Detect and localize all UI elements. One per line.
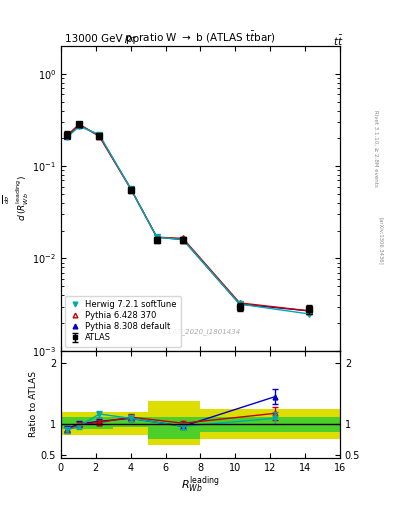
X-axis label: $R_{Wb}^{\rm leading}$: $R_{Wb}^{\rm leading}$ [181,475,220,495]
Text: 13000 GeV pp: 13000 GeV pp [65,34,139,45]
Line: Pythia 6.428 370: Pythia 6.428 370 [64,121,312,314]
Herwig 7.2.1 softTune [128,186,133,192]
Line: Pythia 8.308 default: Pythia 8.308 default [64,122,312,314]
Legend: Herwig 7.2.1 softTune, Pythia 6.428 370, Pythia 8.308 default, ATLAS: Herwig 7.2.1 softTune, Pythia 6.428 370,… [65,296,181,347]
Pythia 8.308 default [307,308,312,314]
Pythia 8.308 default [181,237,185,243]
Herwig 7.2.1 softTune [65,134,70,140]
Pythia 6.428 370 [237,300,242,306]
Pythia 6.428 370 [181,236,185,242]
Herwig 7.2.1 softTune [154,234,159,240]
Pythia 8.308 default [237,301,242,307]
Herwig 7.2.1 softTune [77,123,82,130]
Pythia 8.308 default [97,133,102,139]
Pythia 8.308 default [77,122,82,128]
Text: $t\bar{t}$: $t\bar{t}$ [333,34,344,49]
Herwig 7.2.1 softTune [237,301,242,307]
Herwig 7.2.1 softTune [307,311,312,317]
Pythia 6.428 370 [128,186,133,192]
Pythia 6.428 370 [154,234,159,240]
Pythia 8.308 default [154,234,159,240]
Text: [arXiv:1306.3436]: [arXiv:1306.3436] [378,217,383,265]
Pythia 8.308 default [128,186,133,192]
Text: ATLAS_2020_I1801434: ATLAS_2020_I1801434 [160,329,241,335]
Herwig 7.2.1 softTune [97,132,102,138]
Y-axis label: Ratio to ATLAS: Ratio to ATLAS [29,372,38,437]
Y-axis label: $\frac{d\sigma}{d\sigma}$
$d\,(R_{Wb}^{\rm leading})$: $\frac{d\sigma}{d\sigma}$ $d\,(R_{Wb}^{\… [0,176,31,221]
Pythia 8.308 default [65,133,70,139]
Pythia 6.428 370 [77,121,82,127]
Herwig 7.2.1 softTune [181,237,185,243]
Pythia 6.428 370 [307,308,312,314]
Text: Rivet 3.1.10, ≥ 2.8M events: Rivet 3.1.10, ≥ 2.8M events [373,110,378,187]
Line: Herwig 7.2.1 softTune: Herwig 7.2.1 softTune [64,123,312,317]
Pythia 6.428 370 [97,133,102,139]
Title: $p_T$ ratio W $\rightarrow$ b (ATLAS t$\bar{t}$bar): $p_T$ ratio W $\rightarrow$ b (ATLAS t$\… [125,30,276,46]
Pythia 6.428 370 [65,133,70,139]
